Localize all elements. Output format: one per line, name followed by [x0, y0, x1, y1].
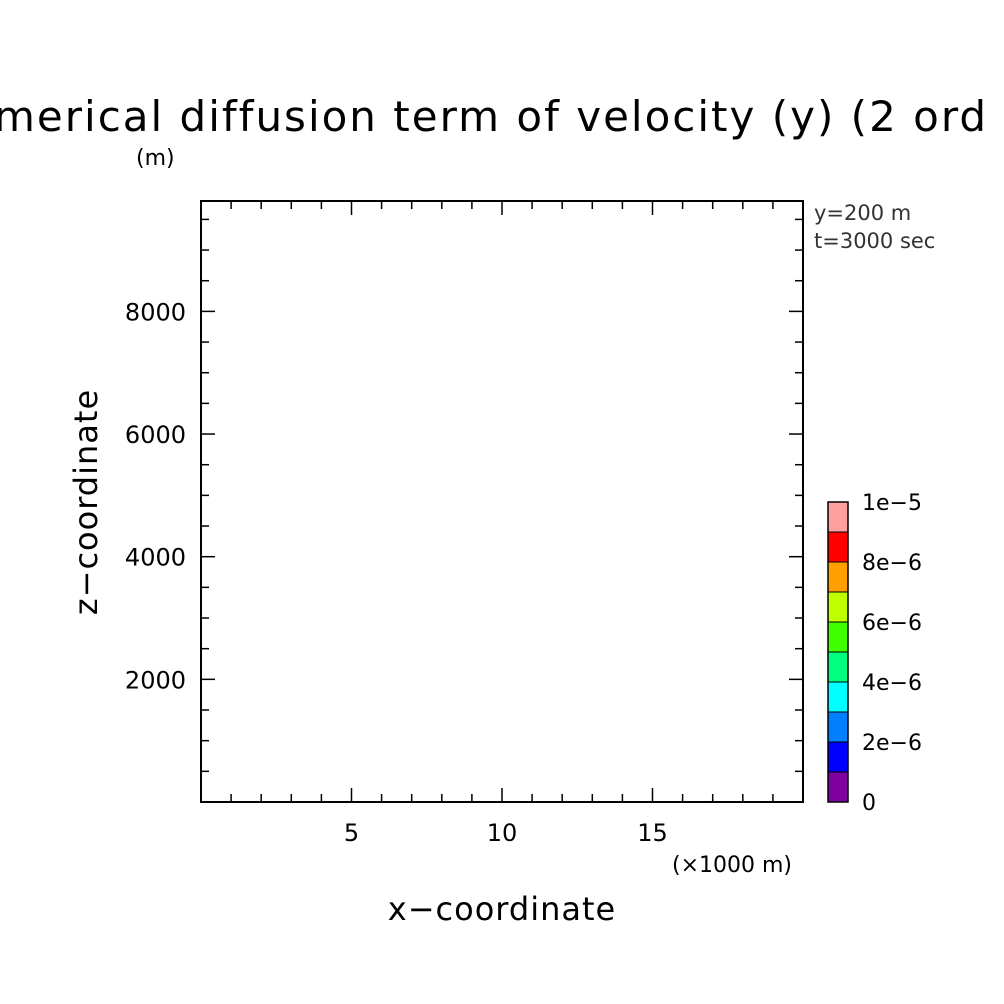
colorbar: 0 2e−6 4e−6 6e−6 8e−6 1e−5 [827, 491, 922, 816]
x-tick-label: 10 [487, 819, 518, 847]
colorbar-swatch [827, 681, 849, 713]
colorbar-swatch [827, 591, 849, 623]
colorbar-swatch [827, 651, 849, 683]
x-tick-label: 5 [344, 819, 359, 847]
colorbar-swatch [827, 501, 849, 533]
colorbar-swatch [827, 561, 849, 593]
x-axis-unit: (×1000 m) [672, 853, 792, 878]
colorbar-swatch [827, 741, 849, 773]
colorbar-label: 4e−6 [862, 671, 922, 696]
colorbar-label: 2e−6 [862, 731, 922, 756]
colorbar-swatch [827, 771, 849, 803]
y-axis-label: z−coordinate [67, 389, 105, 615]
y-tick-label: 6000 [125, 421, 186, 449]
x-tick-label: 15 [637, 819, 668, 847]
colorbar-label: 6e−6 [862, 611, 922, 636]
colorbar-swatch [827, 711, 849, 743]
colorbar-swatch [827, 531, 849, 563]
axis-ticks [201, 201, 803, 802]
colorbar-frame [827, 501, 849, 803]
annotation-y: y=200 m [814, 201, 911, 225]
annotation-t: t=3000 sec [814, 229, 935, 253]
colorbar-label: 8e−6 [862, 551, 922, 576]
x-axis-label: x−coordinate [388, 890, 616, 928]
y-tick-label: 2000 [125, 666, 186, 694]
colorbar-swatch [827, 621, 849, 653]
tick-labels: 5 10 15 2000 4000 6000 8000 [125, 298, 668, 847]
y-axis-unit: (m) [136, 146, 175, 171]
plot-area [200, 200, 804, 803]
y-tick-label: 4000 [125, 544, 186, 572]
colorbar-label: 1e−5 [862, 491, 922, 516]
colorbar-label: 0 [862, 791, 876, 816]
chart-title: merical diffusion term of velocity (y) (… [0, 92, 988, 141]
y-tick-label: 8000 [125, 298, 186, 326]
